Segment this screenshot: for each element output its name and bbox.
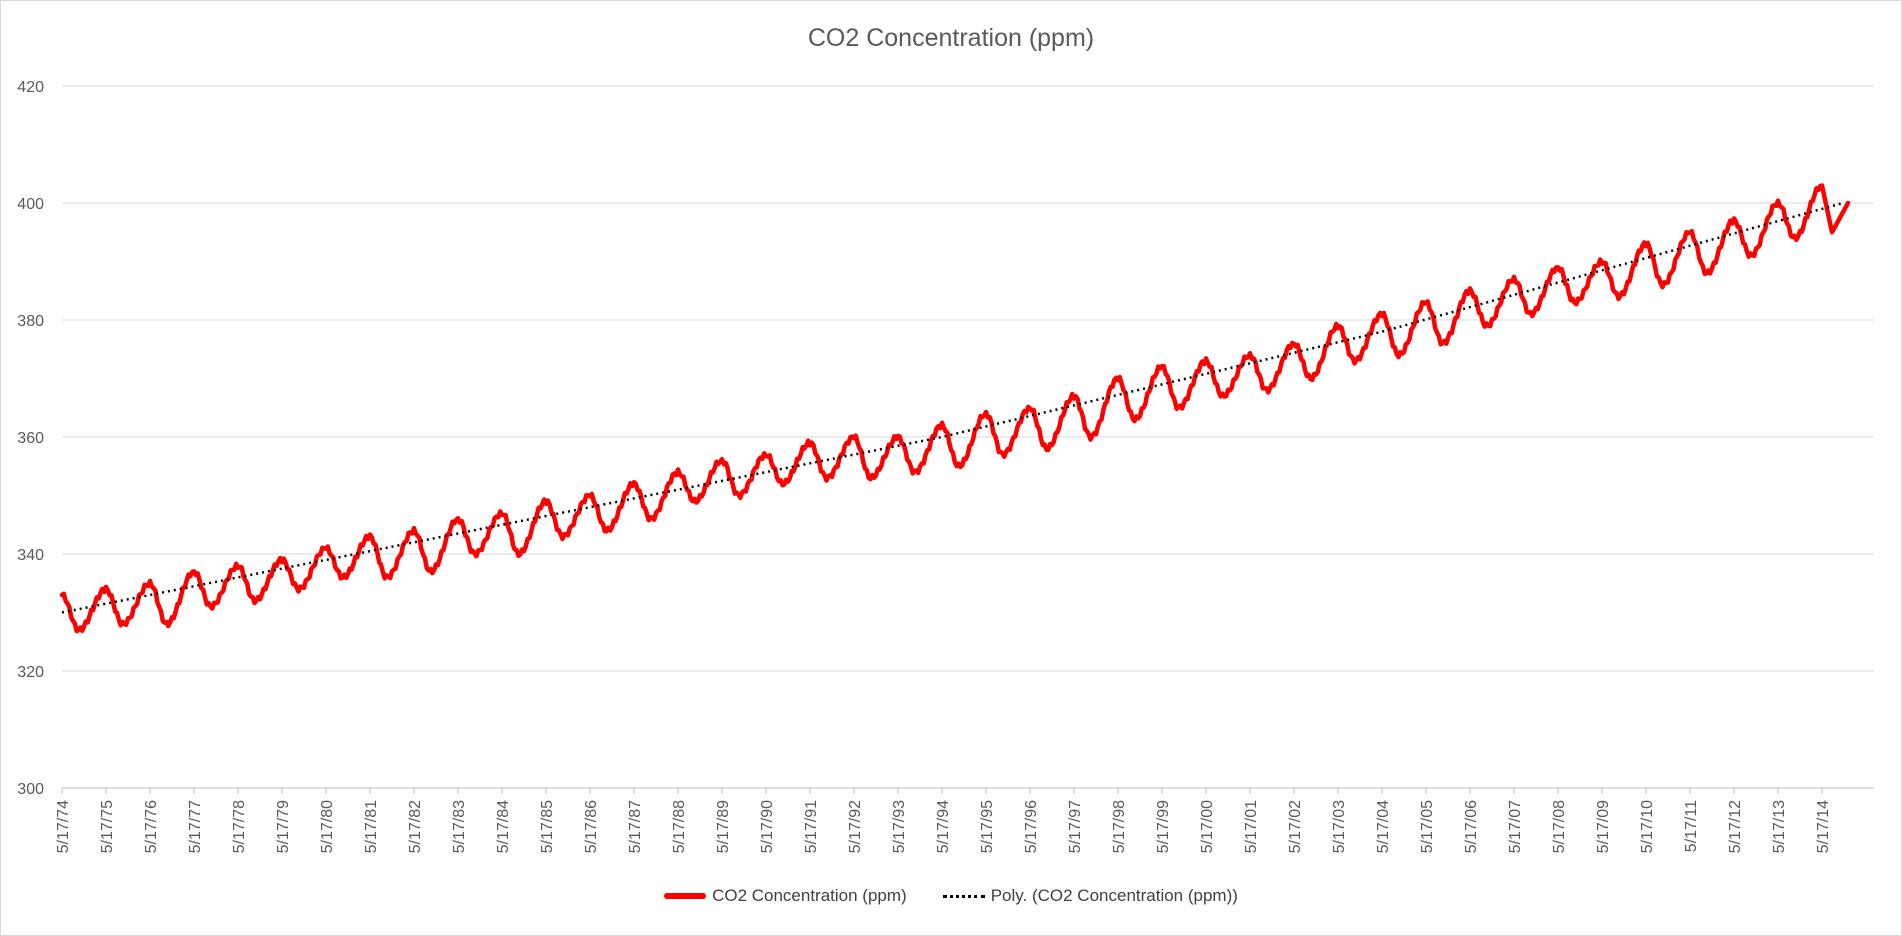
x-tick-label: 5/17/03 <box>1331 800 1348 853</box>
x-tick-label: 5/17/06 <box>1463 800 1480 853</box>
x-tick-label: 5/17/89 <box>715 800 732 853</box>
chart-title: CO2 Concentration (ppm) <box>807 24 1095 52</box>
x-tick-label: 5/17/85 <box>539 800 556 853</box>
x-tick-label: 5/17/94 <box>935 800 952 853</box>
y-tick-label-400: 400 <box>17 196 44 213</box>
x-tick-label: 5/17/13 <box>1771 800 1788 853</box>
x-tick-label: 5/17/80 <box>319 800 336 853</box>
x-tick-label: 5/17/02 <box>1287 800 1304 853</box>
legend-swatch-poly <box>942 894 985 898</box>
x-tick-label: 5/17/88 <box>671 800 688 853</box>
x-tick-label: 5/17/05 <box>1419 800 1436 853</box>
y-tick-label-320: 320 <box>17 664 44 681</box>
y-tick-label-300: 300 <box>17 781 44 798</box>
y-tick-label-420: 420 <box>17 79 44 96</box>
x-tick-label: 5/17/07 <box>1507 800 1524 853</box>
legend: CO2 Concentration (ppm) Poly. (CO2 Conce… <box>0 886 1902 906</box>
legend-item-co2[interactable]: CO2 Concentration (ppm) <box>664 886 907 906</box>
x-tick-label: 5/17/04 <box>1375 800 1392 853</box>
x-tick-label: 5/17/08 <box>1551 800 1568 853</box>
series-line-co2 <box>59 183 1851 634</box>
x-tick-label: 5/17/98 <box>1111 800 1128 853</box>
x-tick-label: 5/17/74 <box>55 800 72 853</box>
x-tick-label: 5/17/75 <box>99 800 116 853</box>
legend-label-co2: CO2 Concentration (ppm) <box>712 886 907 905</box>
x-tick-label: 5/17/09 <box>1595 800 1612 853</box>
y-tick-label-360: 360 <box>17 430 44 447</box>
legend-label-poly: Poly. (CO2 Concentration (ppm)) <box>990 886 1238 905</box>
x-tick-label: 5/17/87 <box>627 800 644 853</box>
x-tick-label: 5/17/93 <box>891 800 908 853</box>
x-tick-label: 5/17/14 <box>1815 800 1832 853</box>
x-tick-label: 5/17/81 <box>363 800 380 853</box>
x-tick-label: 5/17/77 <box>187 800 204 853</box>
x-tick-label: 5/17/90 <box>759 800 776 853</box>
x-tick-label: 5/17/99 <box>1155 800 1172 853</box>
x-tick-label: 5/17/01 <box>1243 800 1260 853</box>
x-tick-label: 5/17/97 <box>1067 800 1084 853</box>
x-tick-label: 5/17/92 <box>847 800 864 853</box>
x-tick-label: 5/17/91 <box>803 800 820 853</box>
x-tick-label: 5/17/12 <box>1727 800 1744 853</box>
x-tick-label: 5/17/78 <box>231 800 248 853</box>
x-tick-label: 5/17/86 <box>583 800 600 853</box>
x-tick-label: 5/17/10 <box>1639 800 1656 853</box>
x-tick-label: 5/17/82 <box>407 800 424 853</box>
x-tick-label: 5/17/84 <box>495 800 512 853</box>
x-tick-label: 5/17/76 <box>143 800 160 853</box>
legend-swatch-co2 <box>664 893 707 899</box>
y-tick-label-380: 380 <box>17 313 44 330</box>
x-tick-label: 5/17/11 <box>1683 800 1700 852</box>
x-tick-label: 5/17/96 <box>1023 800 1040 853</box>
x-tick-label: 5/17/95 <box>979 800 996 853</box>
y-tick-label-340: 340 <box>17 547 44 564</box>
x-tick-label: 5/17/00 <box>1199 800 1216 853</box>
legend-item-poly[interactable]: Poly. (CO2 Concentration (ppm)) <box>942 886 1238 906</box>
x-tick-label: 5/17/79 <box>275 800 292 853</box>
x-tick-label: 5/17/83 <box>451 800 468 853</box>
